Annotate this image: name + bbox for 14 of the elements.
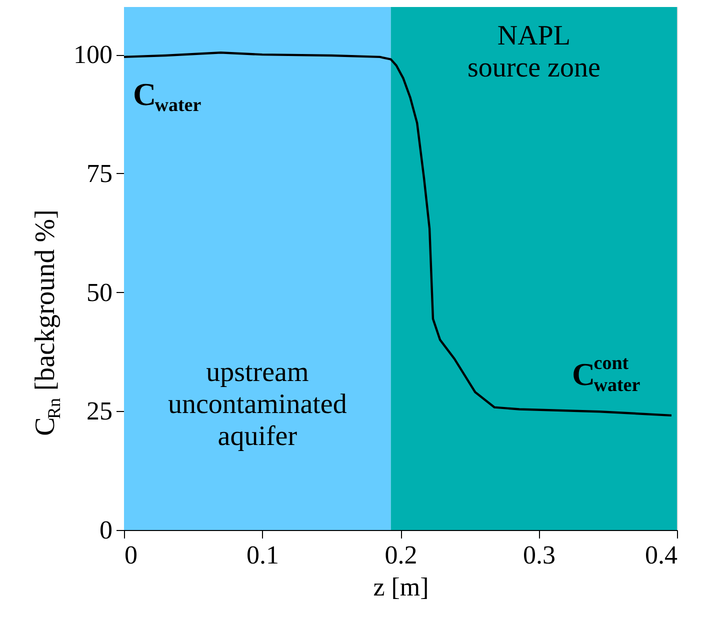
x-tick-label: 0.3 bbox=[523, 540, 556, 570]
y-tick-label: 75 bbox=[86, 158, 112, 188]
x-tick-label: 0.1 bbox=[246, 540, 279, 570]
y-tick-label: 0 bbox=[100, 516, 112, 544]
x-tick-label: 0 bbox=[124, 540, 138, 570]
y-tick-label: 50 bbox=[86, 278, 112, 307]
y-tick-label: 100 bbox=[74, 40, 112, 70]
x-tick-label: 0.2 bbox=[384, 540, 418, 570]
y-axis-title: CRn [background %] bbox=[30, 210, 64, 436]
band-label: upstream uncontaminated aquifer bbox=[168, 357, 347, 452]
band-label: NAPL source zone bbox=[467, 20, 600, 84]
x-tick-label: 0.4 bbox=[645, 540, 678, 570]
y-tick-label: 25 bbox=[86, 396, 112, 426]
x-axis-title: z [m] bbox=[373, 572, 429, 602]
